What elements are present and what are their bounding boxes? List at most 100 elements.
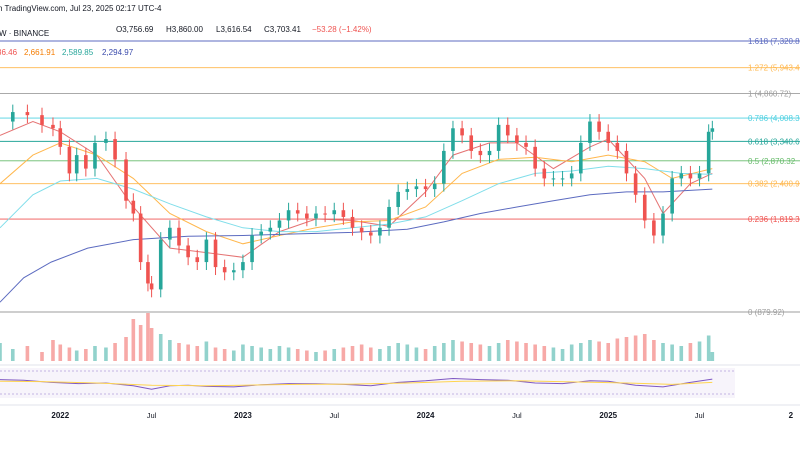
ma-value-orange: 2,661.91 (24, 48, 56, 57)
volume-bar-36 (332, 349, 337, 361)
candle-body-52 (478, 150, 483, 156)
x-tick-5: Jul (512, 411, 522, 420)
candle-body-8 (84, 155, 88, 169)
volume-bar-55 (505, 340, 510, 361)
candle-body-46 (423, 186, 428, 190)
candle-body-62 (569, 173, 574, 179)
candle-body-16 (149, 283, 154, 290)
volume-bar-19 (177, 343, 181, 361)
volume-bar-66 (606, 343, 611, 361)
candle-body-47 (432, 183, 437, 190)
candle-body-48 (442, 150, 446, 184)
candle-body-15 (146, 262, 150, 284)
volume-bar-1 (10, 349, 15, 361)
candle-body-21 (195, 257, 200, 263)
volume-bar-26 (241, 344, 245, 361)
volume-bar-71 (652, 340, 656, 361)
volume-bar-22 (204, 341, 209, 361)
candle-body-7 (74, 155, 79, 174)
candle-body-44 (405, 189, 410, 192)
volume-bar-25 (231, 350, 236, 361)
candle-body-22 (204, 239, 209, 263)
candles (10, 104, 715, 298)
volume-bar-47 (432, 346, 437, 361)
volume-bar-24 (222, 349, 227, 361)
volume-bar-31 (286, 347, 291, 361)
candle-body-60 (551, 178, 556, 180)
candle-body-43 (396, 191, 400, 207)
candle-body-33 (305, 213, 309, 219)
candle-body-54 (496, 124, 501, 151)
volume-bar-49 (451, 340, 455, 361)
volume-bar-68 (624, 337, 629, 361)
header-change: −53.28 (−1.42%) (312, 25, 372, 34)
candle-body-12 (124, 159, 128, 201)
fib-label-5: 0.5 (2,870.32 (748, 157, 796, 166)
candle-body-58 (533, 146, 537, 169)
volume-bar-65 (597, 341, 601, 361)
volume-bar-52 (478, 344, 483, 361)
fib-label-7: 0.236 (1,819.3 (748, 215, 800, 224)
volume-bar-53 (487, 346, 492, 361)
volume-bar-48 (442, 343, 446, 361)
candle-body-24 (222, 267, 227, 273)
candle-body-4 (51, 124, 55, 129)
volume-bar-13 (131, 319, 136, 361)
candle-body-17 (158, 239, 163, 290)
fib-label-1: 1.272 (5,943.4 (748, 64, 800, 73)
candle-body-29 (268, 227, 273, 232)
volume-bar-7 (74, 350, 79, 361)
volume-bar-5 (58, 344, 63, 361)
x-tick-3: Jul (329, 411, 339, 420)
candle-body-36 (332, 210, 337, 215)
candle-body-30 (277, 220, 282, 228)
volume-bar-75 (688, 343, 693, 361)
volume-bar-44 (405, 344, 410, 361)
volume-bar-12 (124, 337, 128, 361)
candle-body-23 (213, 239, 218, 268)
volume-bar-8 (84, 349, 88, 361)
volume-bar-4 (51, 340, 55, 361)
candle-body-25 (231, 270, 236, 273)
candle-body-68 (624, 150, 629, 174)
volume-bar-50 (460, 341, 464, 361)
candle-body-53 (487, 150, 492, 156)
volume-bar-38 (350, 346, 355, 361)
volume-bar-41 (378, 349, 382, 361)
fib-label-0: 1.618 (7,320.8 (748, 37, 800, 46)
fib-label-2: 1 (4,860.72) (748, 89, 791, 98)
candle-body-39 (359, 227, 364, 233)
candle-body-45 (414, 186, 419, 190)
header-close: C3,703.41 (264, 25, 301, 34)
volume-bar-74 (679, 346, 684, 361)
candle-body-10 (104, 139, 108, 143)
volume-bar-64 (588, 340, 592, 361)
volume-bar-28 (259, 347, 263, 361)
volume-bar-0 (0, 343, 2, 361)
candle-body-78 (710, 128, 715, 132)
candle-body-56 (515, 135, 519, 143)
candle-body-14 (138, 213, 143, 263)
volume-bar-77 (706, 335, 711, 361)
header-low: L3,616.54 (216, 25, 252, 34)
candle-body-67 (615, 142, 620, 151)
volume-bar-37 (341, 347, 346, 361)
volume-bar-18 (168, 340, 172, 361)
candle-body-6 (67, 146, 72, 174)
candle-body-76 (697, 173, 702, 179)
candle-body-72 (661, 213, 665, 236)
volume-bar-14 (138, 325, 143, 361)
volume-bar-57 (524, 343, 528, 361)
volume-bars (0, 313, 715, 361)
candle-body-32 (295, 210, 300, 214)
ma-value-red: 36.46 (0, 48, 18, 57)
header-source: h TradingView.com, Jul 23, 2025 02:17 UT… (0, 4, 162, 13)
volume-bar-33 (305, 350, 309, 361)
volume-bar-35 (323, 350, 327, 361)
volume-bar-76 (697, 341, 702, 361)
candle-body-34 (314, 213, 318, 219)
volume-bar-21 (195, 346, 200, 361)
candle-body-57 (524, 142, 528, 147)
